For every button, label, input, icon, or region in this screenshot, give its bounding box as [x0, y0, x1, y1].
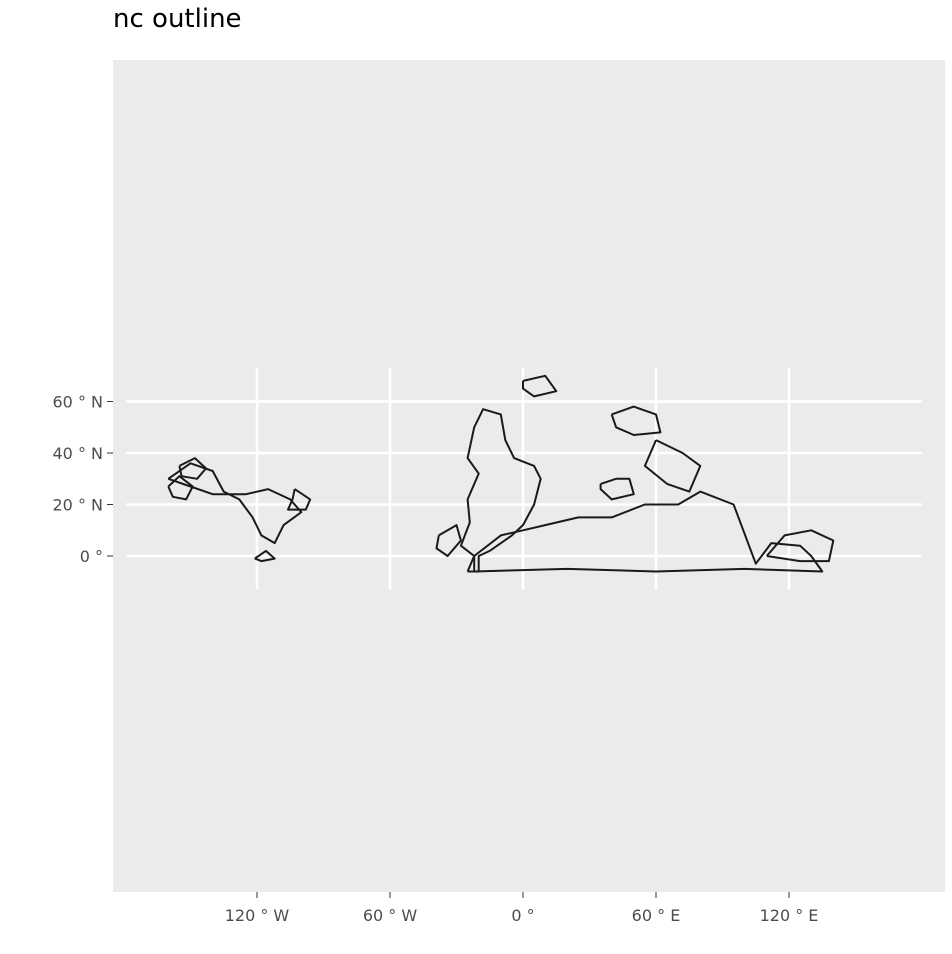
plot-panel — [113, 60, 945, 892]
map-title: nc outline — [113, 4, 242, 34]
central-outline-d — [254, 549, 276, 563]
y-tick-label: 60 ° N — [53, 393, 104, 412]
y-tick-label: 0 ° — [80, 547, 103, 566]
north-outline-g — [522, 374, 558, 398]
north-america-outline — [167, 462, 303, 545]
x-tick-label: 60 ° W — [363, 906, 418, 925]
west-outline-b — [167, 475, 194, 501]
x-tick-label: 60 ° E — [632, 906, 681, 925]
north-outline-f — [610, 405, 662, 436]
x-tick-label: 120 ° E — [760, 906, 819, 925]
west-outline-a — [178, 457, 207, 480]
x-tick-label: 0 ° — [511, 906, 534, 925]
mid-outline-e — [599, 477, 635, 501]
x-tick-label: 120 ° W — [225, 906, 290, 925]
map-outlines — [167, 374, 835, 573]
southwest-outline-j — [435, 524, 462, 557]
y-axis: 60 ° N 40 ° N 20 ° N 0 ° — [53, 393, 113, 566]
y-tick-label: 40 ° N — [53, 444, 104, 463]
southern-band-outline — [473, 490, 824, 573]
y-tick-label: 20 ° N — [53, 496, 104, 515]
east-outline-c — [287, 488, 312, 511]
europe-africa-outline — [459, 408, 542, 573]
asia-outline-h — [643, 439, 702, 493]
x-axis: 120 ° W 60 ° W 0 ° 60 ° E 120 ° E — [225, 892, 819, 925]
southeast-outline-i — [766, 529, 835, 563]
